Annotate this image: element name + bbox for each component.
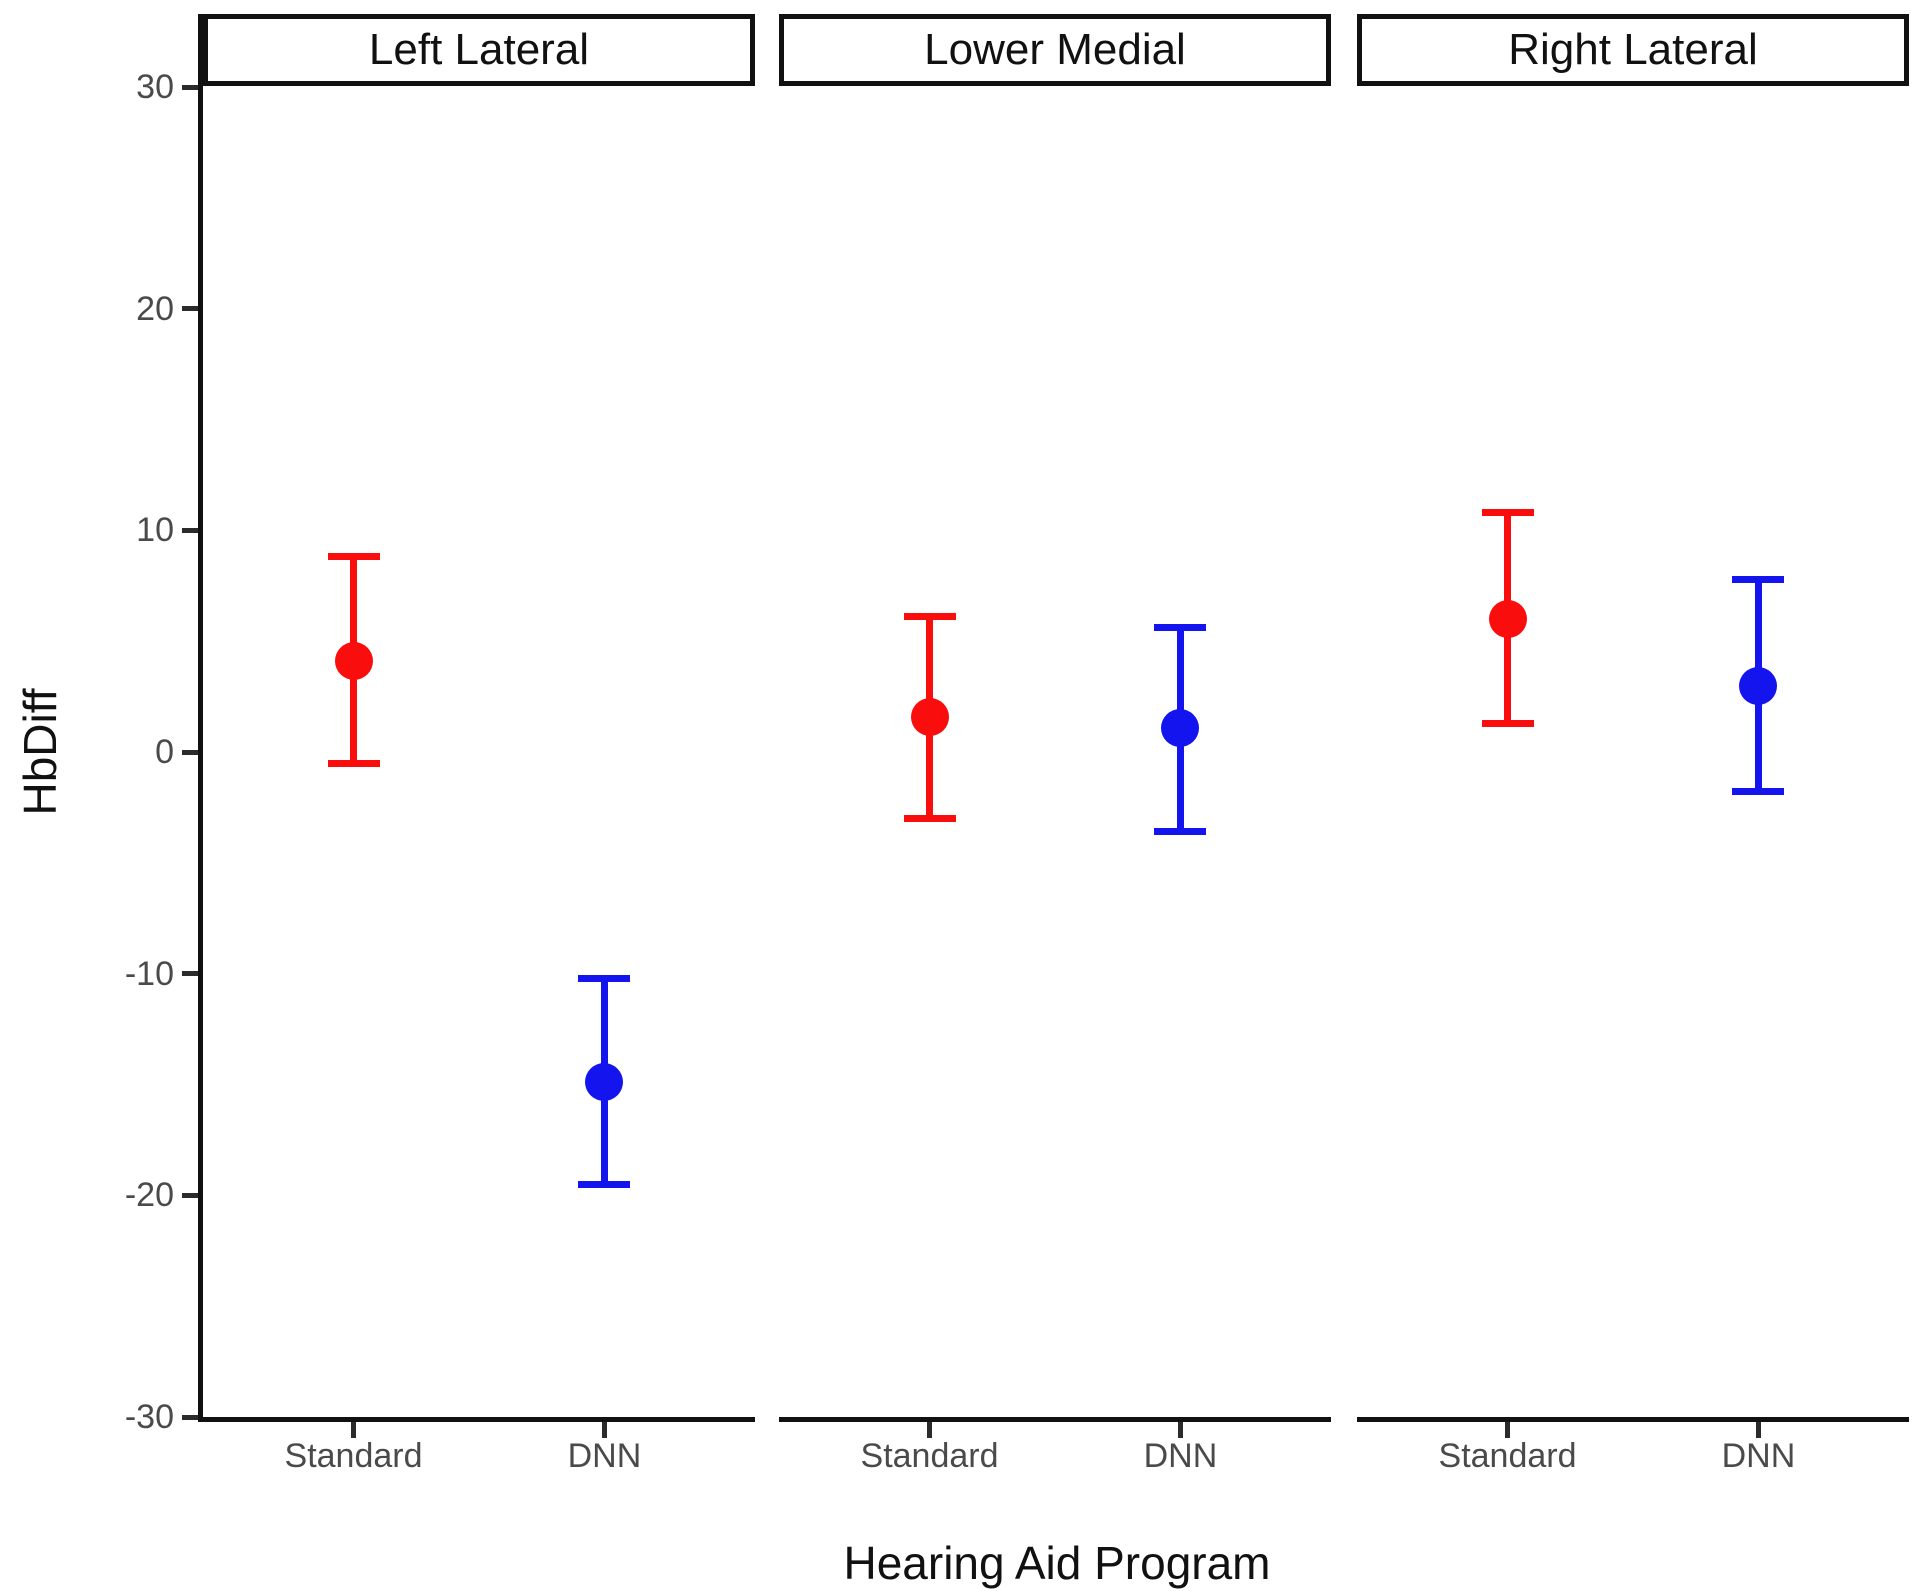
x-tick-label: DNN xyxy=(1721,1437,1796,1475)
facet-strip: Left Lateral xyxy=(203,14,755,86)
facet-strip-label: Right Lateral xyxy=(1508,25,1758,74)
x-tick-label: Standard xyxy=(860,1437,999,1475)
errorbar-cap-top xyxy=(1481,509,1534,517)
y-tick xyxy=(182,306,198,312)
errorbar-cap-top xyxy=(1732,575,1785,583)
y-tick-label: -10 xyxy=(124,954,174,993)
x-tick xyxy=(927,1422,933,1438)
y-tick-label: 20 xyxy=(136,289,174,328)
point-marker xyxy=(1739,666,1778,705)
x-tick-label: DNN xyxy=(1143,1437,1218,1475)
y-tick-label: 0 xyxy=(155,733,174,771)
x-tick xyxy=(601,1422,607,1438)
x-axis-line xyxy=(1357,1417,1909,1422)
errorbar-cap-bottom xyxy=(578,1180,631,1188)
errorbar-cap-bottom xyxy=(903,815,956,822)
x-axis-title: Hearing Aid Program xyxy=(843,1537,1271,1589)
facet-strip: Right Lateral xyxy=(1357,14,1909,86)
x-tick-label: Standard xyxy=(1438,1437,1577,1475)
facet-strip-label: Lower Medial xyxy=(924,25,1186,74)
errorbar-cap-top xyxy=(327,553,380,561)
y-tick xyxy=(182,1192,198,1198)
y-tick-label: -30 xyxy=(124,1398,174,1436)
point-marker xyxy=(910,697,949,736)
y-tick xyxy=(182,749,198,755)
x-tick xyxy=(1755,1422,1761,1438)
errorbar-cap-bottom xyxy=(1732,788,1785,796)
x-tick-label: DNN xyxy=(567,1437,642,1475)
point-marker xyxy=(334,642,373,681)
errorbar-cap-top xyxy=(903,613,956,621)
y-axis-line xyxy=(198,14,203,1422)
x-tick xyxy=(1505,1422,1511,1438)
errorbar-cap-top xyxy=(1154,624,1207,632)
facet-strip-label: Left Lateral xyxy=(368,25,590,74)
facet-strip: Lower Medial xyxy=(779,14,1331,86)
point-marker xyxy=(1161,708,1200,747)
y-tick-label: 30 xyxy=(136,68,174,106)
point-marker xyxy=(1488,600,1527,638)
y-tick-label: -20 xyxy=(124,1176,174,1215)
x-axis-line xyxy=(779,1417,1331,1422)
errorbar-cap-bottom xyxy=(327,759,380,767)
y-tick xyxy=(182,1414,198,1420)
x-axis-line xyxy=(203,1417,755,1422)
errorbar-cap-top xyxy=(578,974,631,982)
point-marker xyxy=(585,1063,624,1102)
x-tick-label: Standard xyxy=(284,1437,423,1475)
y-tick xyxy=(182,527,198,533)
y-tick-label: 10 xyxy=(136,511,174,550)
x-tick xyxy=(1177,1422,1183,1438)
errorbar-cap-bottom xyxy=(1481,719,1534,727)
x-tick xyxy=(351,1422,357,1438)
y-tick xyxy=(182,84,198,90)
y-tick xyxy=(182,971,198,977)
errorbar-cap-bottom xyxy=(1154,828,1207,836)
